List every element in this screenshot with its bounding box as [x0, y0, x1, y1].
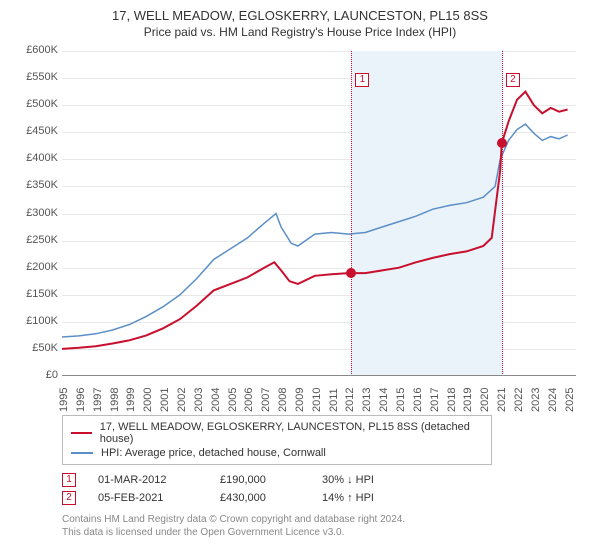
page-subtitle: Price paid vs. HM Land Registry's House … [12, 25, 588, 39]
x-axis-label: 2003 [193, 388, 205, 412]
x-axis-label: 1996 [75, 388, 87, 412]
legend-row: 17, WELL MEADOW, EGLOSKERRY, LAUNCESTON,… [71, 420, 483, 446]
x-axis-label: 2021 [496, 388, 508, 412]
x-axis-label: 2006 [243, 388, 255, 412]
legend-label: HPI: Average price, detached house, Corn… [101, 447, 326, 459]
y-axis-label: £50K [12, 342, 58, 354]
transaction-row: 2 05-FEB-2021 £430,000 14% ↑ HPI [62, 489, 588, 507]
row-change: 30% ↓ HPI [322, 474, 374, 486]
x-axis-label: 2009 [294, 388, 306, 412]
legend-label: 17, WELL MEADOW, EGLOSKERRY, LAUNCESTON,… [100, 421, 483, 445]
row-price: £190,000 [220, 474, 300, 486]
footer-attribution: Contains HM Land Registry data © Crown c… [62, 513, 588, 539]
x-axis-label: 2001 [159, 388, 171, 412]
row-date: 05-FEB-2021 [98, 492, 198, 504]
page-title: 17, WELL MEADOW, EGLOSKERRY, LAUNCESTON,… [12, 8, 588, 23]
y-axis-label: £550K [12, 71, 58, 83]
x-axis-label: 2004 [210, 388, 222, 412]
y-axis-label: £350K [12, 179, 58, 191]
legend-row: HPI: Average price, detached house, Corn… [71, 446, 483, 460]
y-axis-label: £400K [12, 152, 58, 164]
y-axis-label: £200K [12, 261, 58, 273]
x-axis-label: 1995 [58, 388, 70, 412]
x-axis-label: 1998 [109, 388, 121, 412]
y-axis-label: £600K [12, 44, 58, 56]
x-axis-label: 2012 [344, 388, 356, 412]
x-axis-label: 2008 [277, 388, 289, 412]
footer-line: This data is licensed under the Open Gov… [62, 526, 588, 539]
x-axis-label: 2010 [311, 388, 323, 412]
x-axis-label: 2020 [479, 388, 491, 412]
row-date: 01-MAR-2012 [98, 474, 198, 486]
legend-swatch [71, 452, 93, 454]
y-axis-label: £150K [12, 288, 58, 300]
x-axis-label: 2016 [412, 388, 424, 412]
x-axis-label: 1999 [125, 388, 137, 412]
x-axis-label: 2025 [564, 388, 576, 412]
y-axis-label: £100K [12, 315, 58, 327]
transaction-rows: 1 01-MAR-2012 £190,000 30% ↓ HPI 2 05-FEB-202… [62, 471, 588, 507]
row-marker-box: 2 [62, 491, 76, 505]
y-axis-label: £300K [12, 207, 58, 219]
x-axis-label: 2013 [361, 388, 373, 412]
x-axis-label: 2014 [378, 388, 390, 412]
x-axis-label: 2018 [446, 388, 458, 412]
legend-swatch [71, 432, 92, 434]
price-chart: 12 £0£50K£100K£150K£200K£250K£300K£350K£… [12, 47, 588, 407]
x-axis-label: 2024 [547, 388, 559, 412]
x-axis-label: 2007 [260, 388, 272, 412]
y-axis-label: £250K [12, 234, 58, 246]
transaction-row: 1 01-MAR-2012 £190,000 30% ↓ HPI [62, 471, 588, 489]
x-axis-label: 2023 [530, 388, 542, 412]
footer-line: Contains HM Land Registry data © Crown c… [62, 513, 588, 526]
x-axis-label: 2015 [395, 388, 407, 412]
plot-area [62, 51, 576, 376]
x-axis-label: 2017 [429, 388, 441, 412]
x-axis-label: 2005 [227, 388, 239, 412]
row-change: 14% ↑ HPI [322, 492, 374, 504]
row-price: £430,000 [220, 492, 300, 504]
y-axis-label: £500K [12, 98, 58, 110]
x-axis-label: 2022 [513, 388, 525, 412]
legend: 17, WELL MEADOW, EGLOSKERRY, LAUNCESTON,… [62, 415, 492, 465]
y-axis-label: £450K [12, 125, 58, 137]
x-axis-label: 2000 [142, 388, 154, 412]
y-axis-label: £0 [12, 369, 58, 381]
row-marker-box: 1 [62, 473, 76, 487]
x-axis-label: 1997 [92, 388, 104, 412]
x-axis-label: 2019 [462, 388, 474, 412]
x-axis-label: 2002 [176, 388, 188, 412]
x-axis-label: 2011 [328, 388, 340, 412]
